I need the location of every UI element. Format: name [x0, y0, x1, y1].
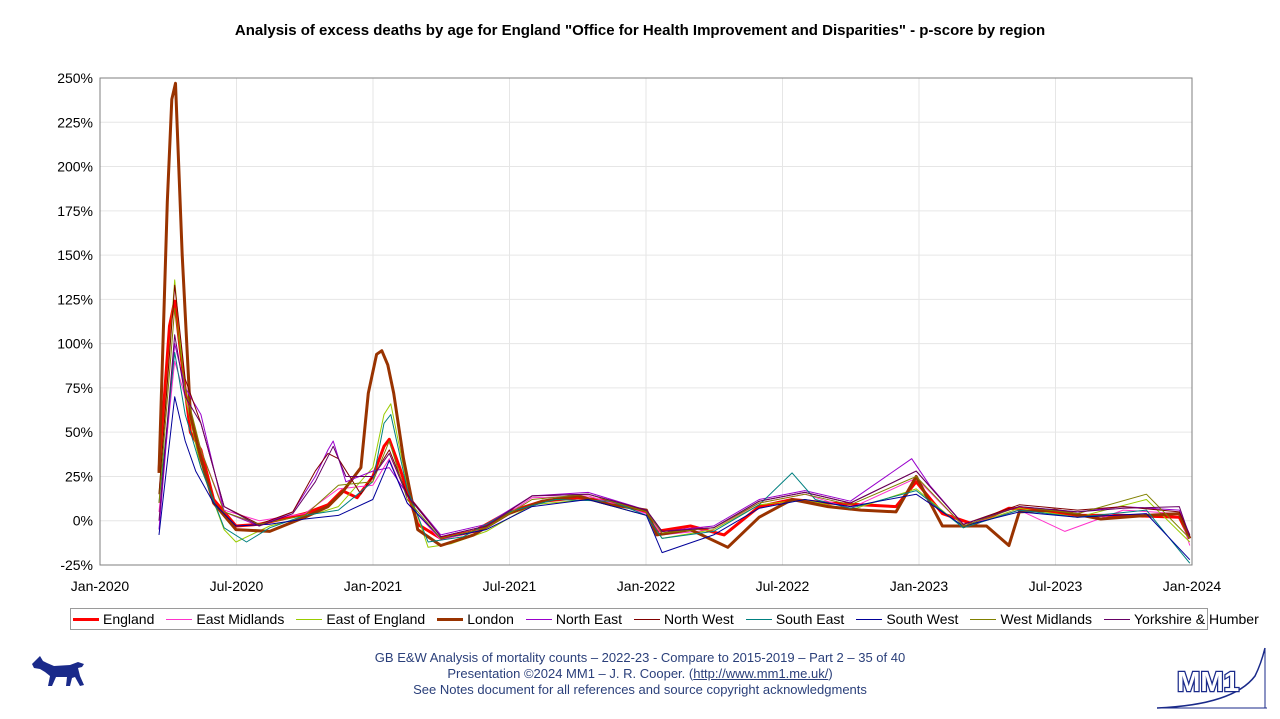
- y-tick-label: 0%: [73, 513, 93, 529]
- legend-label: West Midlands: [1000, 611, 1092, 627]
- dog-logo-icon: [32, 656, 84, 686]
- y-tick-label: 150%: [57, 247, 93, 263]
- legend-item-london: London: [437, 611, 514, 627]
- legend-swatch: [437, 617, 464, 621]
- y-axis: -25% 0% 25% 50% 75% 100% 125% 150% 175% 200% 225% 2…: [57, 70, 93, 573]
- legend-label: East Midlands: [196, 611, 285, 627]
- y-tick-label: 225%: [57, 114, 93, 130]
- legend-label: North West: [664, 611, 734, 627]
- chart-title: Analysis of excess deaths by age for Eng…: [234, 22, 1046, 39]
- y-tick-label: 175%: [57, 203, 93, 219]
- footer-line-2: Presentation ©2024 MM1 – J. R. Cooper. (…: [447, 666, 833, 681]
- series-line-yorkshire-humber: [158, 334, 1191, 538]
- line-chart: -25% 0% 25% 50% 75% 100% 125% 150% 175% 200% 225% 2…: [57, 70, 1222, 594]
- grid-lines: [99, 77, 1193, 566]
- x-tick-label: Jan-2023: [890, 578, 949, 594]
- y-tick-label: -25%: [60, 557, 93, 573]
- legend-label: London: [467, 611, 514, 627]
- series-line-london: [157, 81, 1192, 549]
- legend-label: England: [103, 611, 155, 627]
- legend-swatch: [296, 618, 323, 620]
- y-tick-label: 100%: [57, 336, 93, 352]
- x-tick-label: Jul-2021: [483, 578, 537, 594]
- legend-swatch: [970, 618, 997, 620]
- x-tick-label: Jul-2020: [210, 578, 264, 594]
- series-line-england: [157, 299, 1192, 540]
- mm1-logo: MM1: [1156, 647, 1267, 709]
- x-axis: Jan-2020 Jul-2020 Jan-2021 Jul-2021 Jan-2022…: [71, 578, 1222, 594]
- legend-item-north-west: North West: [634, 611, 734, 627]
- legend-item-yorkshire-humber: Yorkshire & Humber: [1104, 611, 1259, 627]
- y-tick-label: 50%: [65, 424, 93, 440]
- legend-swatch: [166, 618, 193, 620]
- x-tick-label: Jul-2023: [1029, 578, 1083, 594]
- footer-link[interactable]: http://www.mm1.me.uk/: [693, 666, 829, 681]
- plot-frame: [99, 77, 1193, 566]
- legend-label: South East: [775, 611, 845, 627]
- logo-text: MM1: [1177, 666, 1239, 697]
- y-tick-label: 125%: [57, 291, 93, 307]
- legend-label: Yorkshire & Humber: [1134, 611, 1259, 627]
- legend-swatch: [73, 617, 99, 621]
- legend-item-south-east: South East: [745, 611, 845, 627]
- legend-item-north-east: North East: [525, 611, 623, 627]
- legend-swatch: [745, 618, 772, 620]
- series-line-south-east: [158, 352, 1191, 564]
- legend-label: South West: [886, 611, 959, 627]
- legend-item-england: England: [73, 611, 154, 627]
- legend-label: North East: [555, 611, 623, 627]
- legend-swatch: [1104, 618, 1130, 620]
- series-layer: [157, 81, 1192, 564]
- footer-line-3: See Notes document for all references an…: [413, 682, 867, 697]
- legend-item-south-west: South West: [856, 611, 958, 627]
- legend-swatch: [634, 618, 661, 620]
- x-tick-label: Jan-2020: [71, 578, 130, 594]
- legend-swatch: [525, 618, 552, 620]
- x-tick-label: Jul-2022: [756, 578, 810, 594]
- y-tick-label: 200%: [57, 159, 93, 175]
- series-line-north-west: [158, 284, 1191, 538]
- y-tick-label: 75%: [65, 380, 93, 396]
- legend-item-east-midlands: East Midlands: [166, 611, 284, 627]
- x-tick-label: Jan-2024: [1163, 578, 1222, 594]
- y-tick-label: 25%: [65, 468, 93, 484]
- x-tick-label: Jan-2021: [344, 578, 403, 594]
- footer: GB E&W Analysis of mortality counts – 20…: [300, 650, 980, 698]
- x-tick-label: Jan-2022: [617, 578, 676, 594]
- legend: England East Midlands East of England Londo…: [70, 608, 1259, 630]
- legend-item-east-of-england: East of England: [296, 611, 425, 627]
- legend-swatch: [856, 618, 883, 620]
- footer-line-1: GB E&W Analysis of mortality counts – 20…: [374, 650, 906, 665]
- y-tick-label: 250%: [57, 70, 93, 86]
- legend-label: East of England: [326, 611, 426, 627]
- series-line-west-midlands: [158, 307, 1191, 539]
- legend-item-west-midlands: West Midlands: [970, 611, 1092, 627]
- series-line-south-west: [158, 396, 1191, 561]
